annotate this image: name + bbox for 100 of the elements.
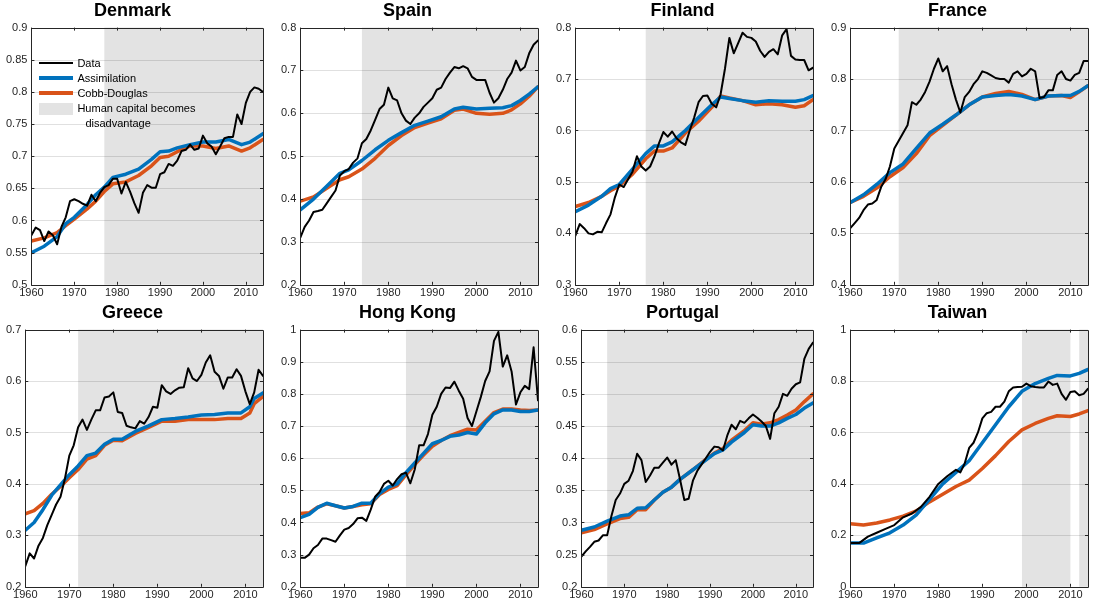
y-tick-label: 0.8 <box>830 374 847 387</box>
y-tick-label: 0.45 <box>555 419 578 432</box>
x-tick-label: 2010 <box>233 286 259 299</box>
y-tick-label: 0.4 <box>830 476 847 489</box>
y-tick-label: 0.3 <box>5 528 22 541</box>
x-tick-label: 2000 <box>190 286 216 299</box>
y-tick-label: 0.7 <box>280 419 297 432</box>
y-tick-label: 0.6 <box>12 213 28 226</box>
y-tick-label: 0.4 <box>280 515 297 528</box>
y-tick-label: 0.5 <box>562 386 578 399</box>
x-tick-label: 2010 <box>783 588 809 601</box>
y-tick-label: 0.5 <box>5 425 22 438</box>
y-tick-label: 0.6 <box>830 425 847 438</box>
y-tick-label: 0.4 <box>280 192 297 205</box>
y-tick-label: 0.8 <box>830 72 847 85</box>
chart-title: Taiwan <box>927 301 988 322</box>
y-tick-label: 0.25 <box>555 547 578 560</box>
y-tick-label: 0.4 <box>562 451 578 464</box>
y-tick-label: 0.9 <box>12 20 28 33</box>
x-tick-label: 1990 <box>695 286 720 299</box>
x-tick-label: 1970 <box>332 588 357 601</box>
chart-title: Denmark <box>93 0 172 20</box>
x-tick-label: 2010 <box>1058 588 1083 601</box>
x-tick-label: 2000 <box>464 286 489 299</box>
x-tick-label: 1980 <box>926 588 951 601</box>
chart-title: Finland <box>650 0 715 20</box>
x-tick-label: 1970 <box>332 286 357 299</box>
x-tick-label: 1980 <box>376 286 401 299</box>
y-tick-label: 0.5 <box>555 174 572 187</box>
legend-label: Data <box>77 55 101 71</box>
y-tick-label: 0.65 <box>5 181 28 194</box>
y-tick-label: 0.8 <box>12 84 28 97</box>
x-tick-label: 1970 <box>612 588 637 601</box>
y-tick-label: 0.4 <box>555 226 572 239</box>
y-tick-label: 0.5 <box>280 149 297 162</box>
x-tick-label: 1980 <box>654 588 680 601</box>
y-tick-label: 0.6 <box>555 123 572 136</box>
y-tick-label: 0.85 <box>5 52 28 65</box>
x-tick-label: 1970 <box>882 286 907 299</box>
x-tick-label: 2010 <box>783 286 808 299</box>
chart-title: Greece <box>101 301 164 322</box>
y-tick-label: 0.9 <box>280 354 297 367</box>
y-tick-label: 0.7 <box>830 123 847 136</box>
x-tick-label: 2000 <box>740 588 766 601</box>
x-tick-label: 2000 <box>1014 286 1039 299</box>
x-tick-label: 2000 <box>739 286 764 299</box>
y-tick-label: 0.7 <box>280 63 297 76</box>
y-tick-label: 0.55 <box>555 354 578 367</box>
chart-title: Portugal <box>645 301 720 322</box>
x-tick-label: 1970 <box>62 286 87 299</box>
x-tick-label: 1980 <box>101 588 126 601</box>
x-tick-label: 1990 <box>970 588 995 601</box>
legend-label: Cobb-Douglas <box>77 85 148 101</box>
x-tick-label: 2000 <box>464 588 489 601</box>
y-tick-label: 0.2 <box>830 528 847 541</box>
y-tick-label: 0.3 <box>280 547 297 560</box>
y-tick-label: 0.6 <box>5 374 22 387</box>
y-tick-label: 0.9 <box>830 20 847 33</box>
y-tick-label: 1 <box>290 322 297 335</box>
x-tick-label: 1980 <box>926 286 951 299</box>
x-tick-label: 1990 <box>697 588 723 601</box>
x-tick-label: 1990 <box>420 588 445 601</box>
x-tick-label: 2010 <box>508 286 533 299</box>
y-tick-label: 0.5 <box>830 226 847 239</box>
x-tick-label: 1980 <box>651 286 676 299</box>
y-tick-label: 0.7 <box>555 72 572 85</box>
chart-title: Spain <box>382 0 433 20</box>
x-tick-label: 1970 <box>607 286 632 299</box>
x-tick-label: 1990 <box>970 286 995 299</box>
x-tick-label: 1990 <box>145 588 170 601</box>
y-tick-label: 0.4 <box>5 476 22 489</box>
y-tick-label: 0.7 <box>5 322 22 335</box>
x-tick-label: 2000 <box>1014 588 1039 601</box>
y-tick-label: 0.6 <box>562 322 578 335</box>
y-tick-label: 0.75 <box>5 117 28 130</box>
band-label: Human capital becomes disadvantage <box>77 100 197 131</box>
y-tick-label: 0.5 <box>280 483 297 496</box>
x-tick-label: 1970 <box>57 588 82 601</box>
legend-label: Assimilation <box>77 70 137 86</box>
y-tick-label: 0.3 <box>562 515 578 528</box>
y-tick-label: 0.6 <box>280 451 297 464</box>
x-tick-label: 1970 <box>882 588 907 601</box>
x-tick-label: 2010 <box>1058 286 1083 299</box>
y-tick-label: 0.6 <box>830 174 847 187</box>
y-tick-label: 0.8 <box>555 20 572 33</box>
y-tick-label: 1 <box>840 322 847 335</box>
y-tick-label: 0.8 <box>280 386 297 399</box>
y-tick-label: 0.8 <box>280 20 297 33</box>
chart-title: France <box>927 0 988 20</box>
x-tick-label: 1980 <box>376 588 401 601</box>
y-tick-label: 0.35 <box>555 483 578 496</box>
x-tick-label: 2010 <box>233 588 258 601</box>
x-tick-label: 2000 <box>189 588 214 601</box>
y-tick-label: 0.3 <box>280 234 297 247</box>
chart-title: Hong Kong <box>359 301 456 322</box>
x-tick-label: 2010 <box>508 588 533 601</box>
y-tick-label: 0.55 <box>5 245 28 258</box>
x-tick-label: 1980 <box>104 286 130 299</box>
x-tick-label: 1990 <box>420 286 445 299</box>
y-tick-label: 0.6 <box>280 106 297 119</box>
